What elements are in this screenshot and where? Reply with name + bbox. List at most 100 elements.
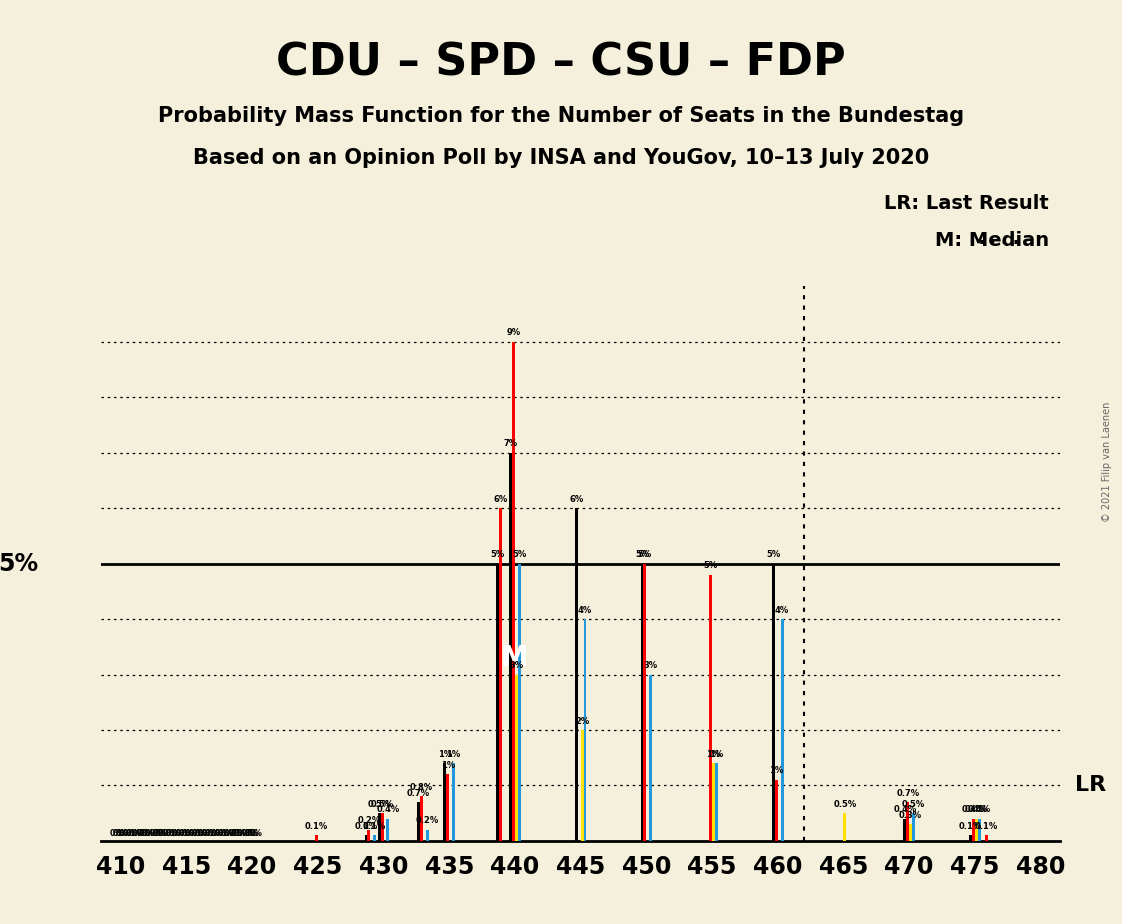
Bar	[912, 813, 914, 841]
Text: 0%: 0%	[163, 829, 175, 838]
Text: 0.4%: 0.4%	[962, 805, 985, 814]
Text: 0%: 0%	[113, 829, 126, 838]
Bar	[417, 802, 420, 841]
Text: 0%: 0%	[155, 829, 168, 838]
Text: 0%: 0%	[131, 829, 145, 838]
Bar	[315, 835, 318, 841]
Text: 0%: 0%	[192, 829, 204, 838]
Text: 0%: 0%	[184, 829, 197, 838]
Text: 0.5%: 0.5%	[368, 799, 390, 808]
Text: 0%: 0%	[116, 829, 129, 838]
Text: 0%: 0%	[168, 829, 181, 838]
Text: 1%: 1%	[438, 749, 452, 759]
Bar	[515, 675, 518, 841]
Text: ....: ....	[976, 229, 1023, 249]
Text: 0%: 0%	[194, 829, 208, 838]
Bar	[781, 619, 783, 841]
Text: 0%: 0%	[178, 829, 192, 838]
Bar	[386, 819, 389, 841]
Text: 0%: 0%	[245, 829, 257, 838]
Text: Probability Mass Function for the Number of Seats in the Bundestag: Probability Mass Function for the Number…	[158, 106, 964, 127]
Text: 5%: 5%	[703, 561, 718, 570]
Text: 0%: 0%	[129, 829, 141, 838]
Text: 0.4%: 0.4%	[965, 805, 988, 814]
Text: 6%: 6%	[569, 494, 583, 504]
Bar	[509, 453, 512, 841]
Bar	[712, 763, 715, 841]
Bar	[969, 835, 972, 841]
Text: 0%: 0%	[172, 829, 184, 838]
Bar	[975, 819, 977, 841]
Text: 4%: 4%	[578, 605, 592, 614]
Text: M: M	[502, 644, 528, 672]
Bar	[574, 508, 578, 841]
Bar	[368, 830, 370, 841]
Bar	[443, 763, 447, 841]
Text: 0%: 0%	[123, 829, 136, 838]
Bar	[583, 619, 587, 841]
Text: 0%: 0%	[202, 829, 214, 838]
Text: 0.1%: 0.1%	[355, 821, 378, 831]
Text: M: Median: M: Median	[935, 231, 1049, 250]
Text: 0%: 0%	[218, 829, 231, 838]
Bar	[643, 564, 646, 841]
Text: 0.1%: 0.1%	[305, 821, 328, 831]
Bar	[772, 564, 775, 841]
Text: 1%: 1%	[709, 749, 724, 759]
Text: 0.8%: 0.8%	[410, 783, 433, 792]
Bar	[985, 835, 988, 841]
Text: 0%: 0%	[223, 829, 237, 838]
Text: LR: LR	[1075, 775, 1106, 796]
Bar	[580, 730, 583, 841]
Bar	[499, 508, 502, 841]
Text: 0%: 0%	[234, 829, 247, 838]
Bar	[365, 835, 368, 841]
Text: 0%: 0%	[139, 829, 151, 838]
Text: 0%: 0%	[165, 829, 178, 838]
Text: 0.1%: 0.1%	[975, 821, 999, 831]
Text: 3%: 3%	[644, 661, 657, 670]
Text: 0.7%: 0.7%	[407, 788, 430, 797]
Text: 0%: 0%	[205, 829, 218, 838]
Text: 0%: 0%	[149, 829, 163, 838]
Text: 6%: 6%	[494, 494, 507, 504]
Text: 0.5%: 0.5%	[902, 799, 926, 808]
Text: 5%: 5%	[512, 550, 526, 559]
Text: 0.4%: 0.4%	[893, 805, 917, 814]
Text: 0.7%: 0.7%	[896, 788, 919, 797]
Bar	[380, 813, 384, 841]
Text: 0%: 0%	[153, 829, 165, 838]
Bar	[844, 813, 846, 841]
Bar	[909, 824, 912, 841]
Text: 0%: 0%	[237, 829, 250, 838]
Bar	[420, 796, 423, 841]
Text: 0%: 0%	[241, 829, 255, 838]
Text: 1%: 1%	[770, 766, 783, 775]
Bar	[709, 575, 712, 841]
Bar	[715, 763, 718, 841]
Text: 0%: 0%	[215, 829, 228, 838]
Text: © 2021 Filip van Laenen: © 2021 Filip van Laenen	[1103, 402, 1112, 522]
Text: 0%: 0%	[126, 829, 139, 838]
Bar	[650, 675, 652, 841]
Text: Based on an Opinion Poll by INSA and YouGov, 10–13 July 2020: Based on an Opinion Poll by INSA and You…	[193, 148, 929, 168]
Text: 0.3%: 0.3%	[899, 810, 922, 820]
Text: 4%: 4%	[775, 605, 789, 614]
Bar	[496, 564, 499, 841]
Text: 1%: 1%	[707, 749, 720, 759]
Text: 0.4%: 0.4%	[967, 805, 991, 814]
Text: 5%: 5%	[635, 550, 650, 559]
Text: 2%: 2%	[574, 716, 589, 725]
Text: 0%: 0%	[228, 829, 241, 838]
Text: 0.1%: 0.1%	[959, 821, 982, 831]
Text: 5%: 5%	[490, 550, 505, 559]
Text: 5%: 5%	[0, 552, 38, 576]
Text: 0.2%: 0.2%	[415, 816, 439, 825]
Text: 0.4%: 0.4%	[376, 805, 399, 814]
Bar	[641, 564, 643, 841]
Text: 0%: 0%	[142, 829, 155, 838]
Bar	[447, 774, 449, 841]
Text: 3%: 3%	[509, 661, 524, 670]
Text: 0%: 0%	[188, 829, 202, 838]
Text: 0.5%: 0.5%	[834, 799, 856, 808]
